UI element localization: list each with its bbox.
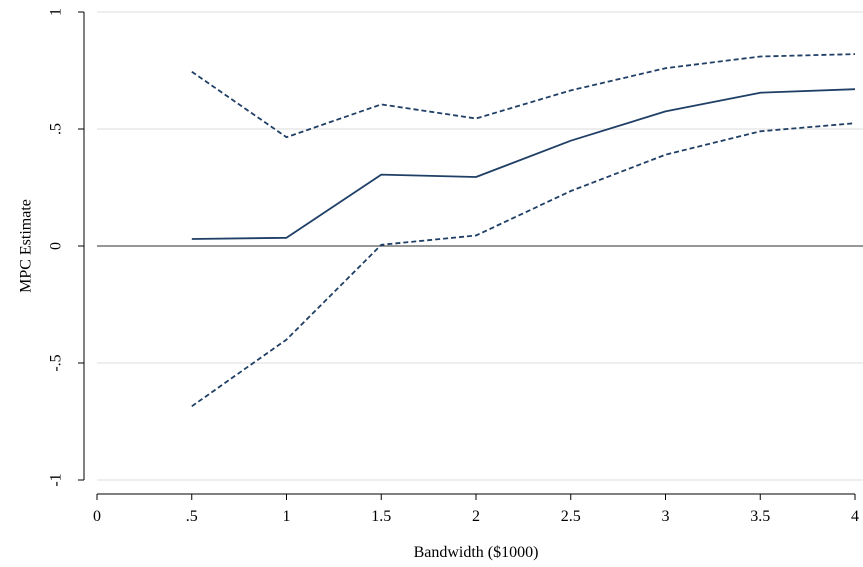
x-tick-label: 3 <box>662 508 670 525</box>
x-tick-label: 3.5 <box>750 508 770 525</box>
y-tick-label: -1 <box>48 473 65 486</box>
x-tick-label: 0 <box>93 508 101 525</box>
x-tick-label: 1.5 <box>371 508 391 525</box>
x-tick-label: 2 <box>472 508 480 525</box>
y-tick-label: -.5 <box>48 354 65 371</box>
confidence-bound-line <box>191 122 856 408</box>
y-tick-label: .5 <box>48 123 65 135</box>
y-tick-label: 0 <box>48 242 65 250</box>
axes: -1 -.5 0 .5 1 0 .5 1 1.5 2 2.5 3 3.5 4 <box>48 8 859 525</box>
x-tick-label: 1 <box>283 508 291 525</box>
y-axis-label: MPC Estimate <box>18 199 35 293</box>
estimate-line <box>191 88 856 240</box>
x-tick-label: 2.5 <box>561 508 581 525</box>
series-lines <box>191 53 856 408</box>
y-tick-label: 1 <box>48 8 65 16</box>
x-tick-label: 4 <box>851 508 859 525</box>
x-axis-label: Bandwidth ($1000) <box>414 544 539 561</box>
x-tick-label: .5 <box>186 508 198 525</box>
confidence-bound-line <box>191 53 856 139</box>
